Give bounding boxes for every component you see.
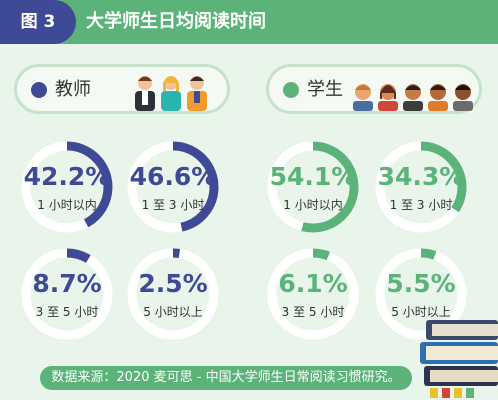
teacher-pct-1: 46.6% (129, 162, 217, 191)
teacher-ring-arc-2 (21, 248, 113, 340)
books-icon (420, 320, 498, 398)
teacher-ring-arc-1 (127, 141, 219, 233)
student-dot-icon (283, 82, 299, 98)
students-illustration-icon (353, 84, 473, 111)
teacher-ring-arc-3 (127, 248, 219, 340)
student-cap-1: 1 至 3 小时 (389, 198, 453, 212)
teachers-illustration-icon (135, 76, 207, 111)
student-ring-arc-3 (375, 248, 467, 340)
student-cap-3: 5 小时以上 (391, 305, 451, 319)
teacher-pct-0: 42.2% (23, 162, 111, 191)
teacher-cap-3: 5 小时以上 (143, 305, 203, 319)
student-cap-2: 3 至 5 小时 (281, 305, 345, 319)
figure-number-badge: 图 3 (0, 0, 76, 44)
data-source-footer: 数据来源：2020 麦可思 - 中国大学师生日常阅读习惯研究。 (40, 366, 412, 390)
student-ring-arc-2 (267, 248, 359, 340)
student-pct-0: 54.1% (269, 162, 357, 191)
student-group-label: 学生 (307, 79, 343, 100)
teacher-cap-1: 1 至 3 小时 (141, 198, 205, 212)
chart-title: 大学师生日均阅读时间 (86, 11, 266, 32)
student-ring-arc-1 (375, 141, 467, 233)
teacher-group-pill: 教师 (14, 64, 230, 114)
teacher-pct-3: 2.5% (138, 269, 208, 298)
student-pct-1: 34.3% (377, 162, 465, 191)
teacher-ring-arc-0 (21, 141, 113, 233)
teacher-pct-2: 8.7% (32, 269, 102, 298)
teacher-cap-2: 3 至 5 小时 (35, 305, 99, 319)
student-pct-2: 6.1% (278, 269, 348, 298)
teacher-cap-0: 1 小时以内 (37, 198, 97, 212)
student-ring-arc-0 (267, 141, 359, 233)
student-cap-0: 1 小时以内 (283, 198, 343, 212)
student-group-pill: 学生 (266, 64, 482, 114)
teacher-dot-icon (31, 82, 47, 98)
teacher-group-label: 教师 (55, 79, 91, 100)
student-pct-3: 5.5% (386, 269, 456, 298)
header-bar: 图 3 大学师生日均阅读时间 (0, 0, 498, 44)
